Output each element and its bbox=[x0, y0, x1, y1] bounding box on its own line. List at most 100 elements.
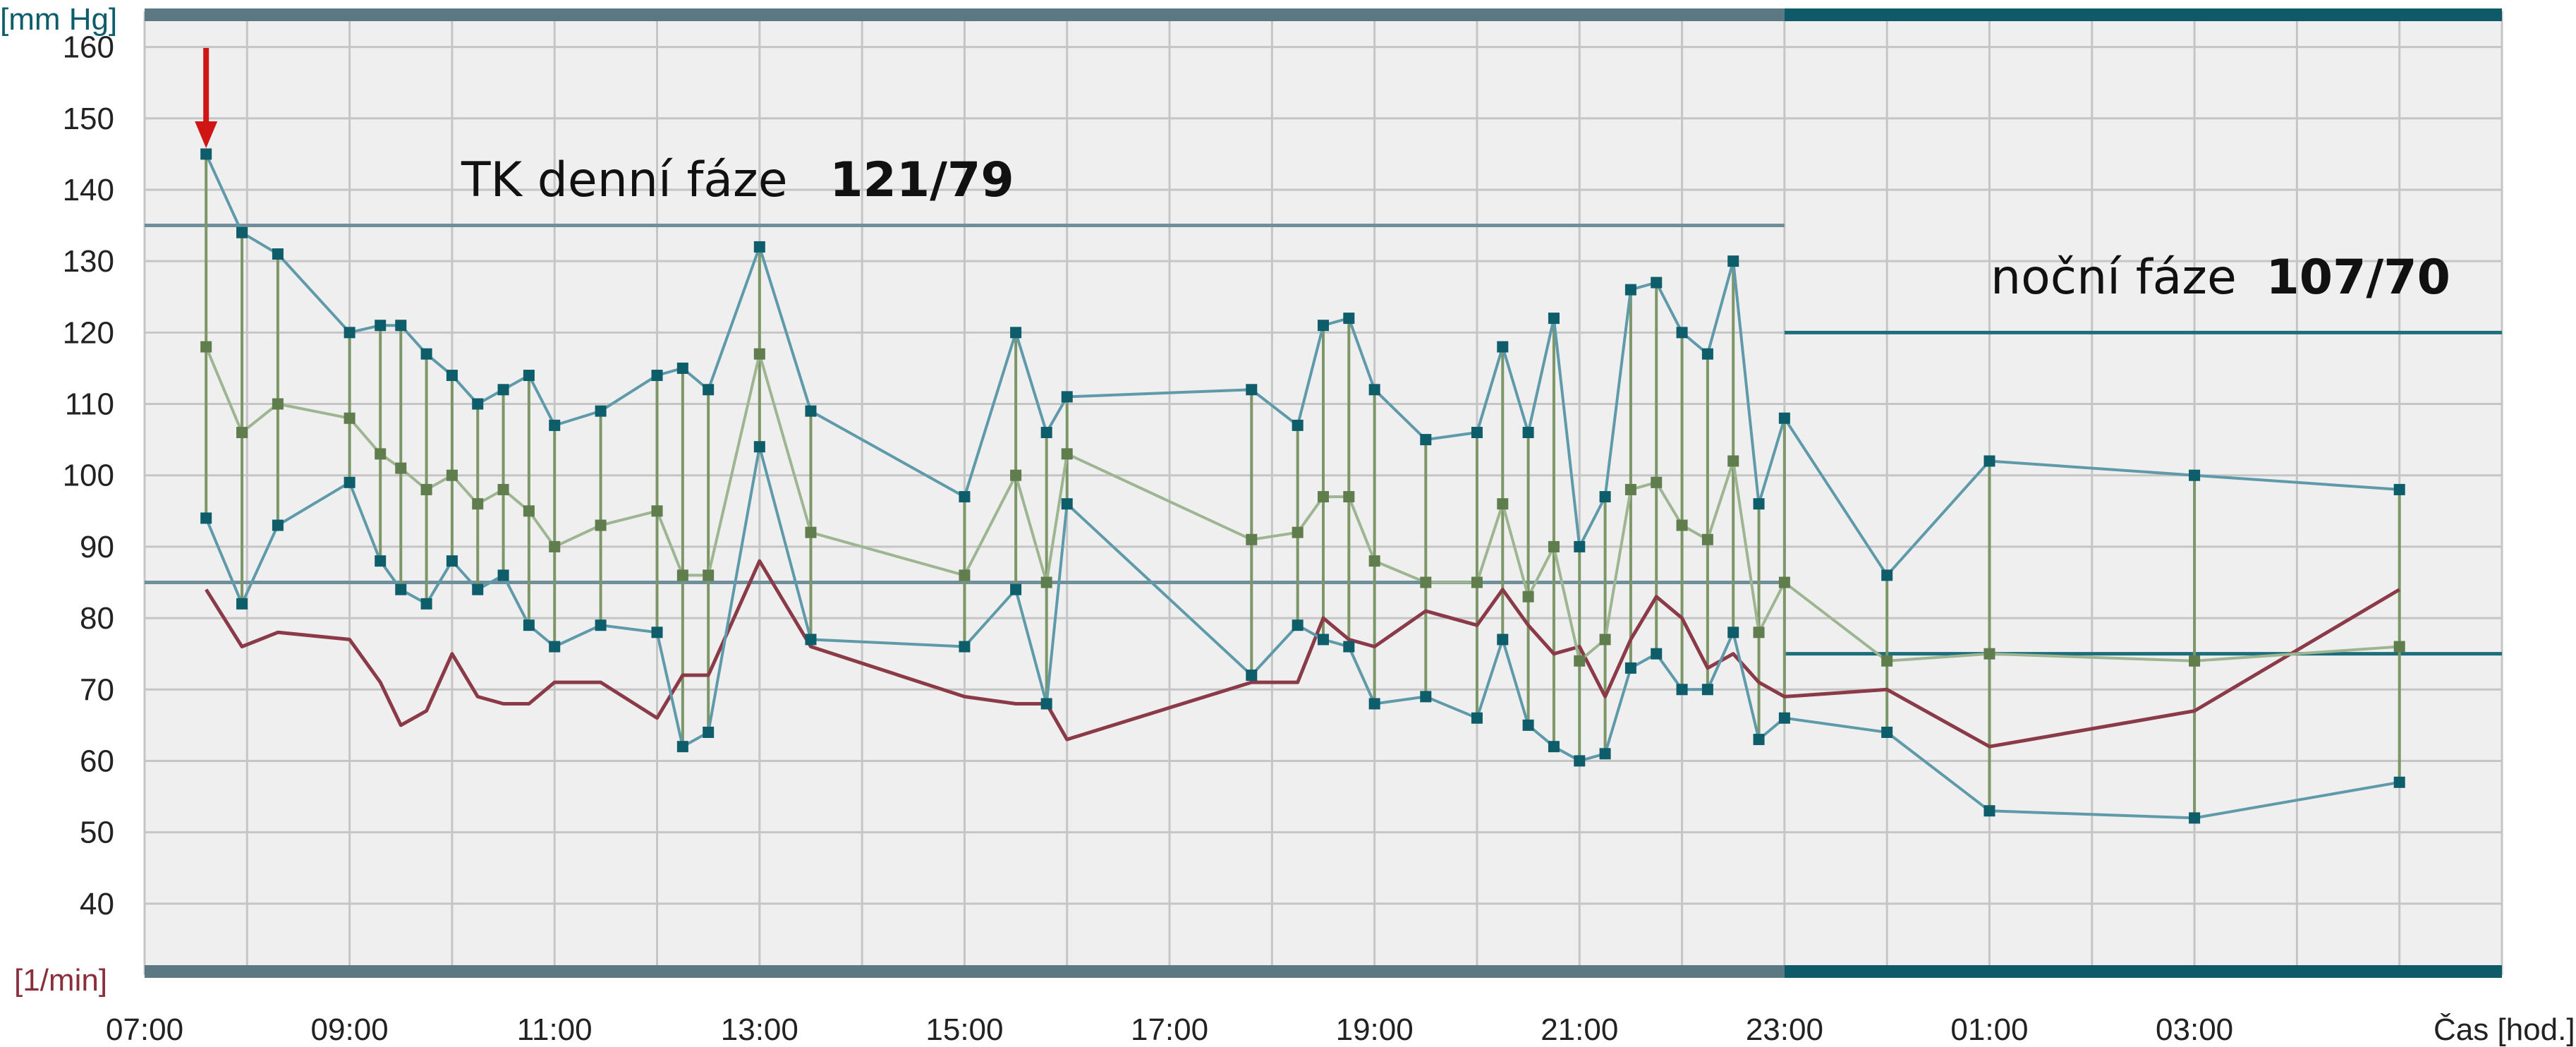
mean-pressure-point bbox=[1676, 519, 1688, 531]
mean-pressure-point bbox=[523, 505, 535, 517]
systolic-point bbox=[375, 320, 387, 332]
y-tick-label: 90 bbox=[80, 530, 114, 564]
systolic-point bbox=[703, 384, 715, 396]
diastolic-point bbox=[676, 741, 688, 753]
systolic-point bbox=[959, 491, 971, 503]
mean-pressure-point bbox=[1061, 448, 1073, 460]
systolic-point bbox=[805, 405, 817, 417]
systolic-point bbox=[446, 370, 458, 382]
mean-pressure-point bbox=[676, 569, 688, 581]
mean-pressure-point bbox=[472, 498, 484, 510]
diastolic-point bbox=[1727, 627, 1739, 639]
x-tick-label: 09:00 bbox=[311, 1012, 389, 1047]
diastolic-point bbox=[1624, 662, 1636, 674]
mean-pressure-point bbox=[1701, 533, 1713, 545]
mean-pressure-point bbox=[703, 569, 715, 581]
mean-pressure-point bbox=[753, 348, 765, 360]
systolic-point bbox=[200, 148, 212, 160]
night-phase-label: noční fáze bbox=[1991, 250, 2237, 305]
mean-pressure-point bbox=[272, 398, 284, 410]
x-tick-label: 17:00 bbox=[1131, 1012, 1208, 1047]
diastolic-point bbox=[1983, 805, 1995, 817]
diastolic-point bbox=[703, 726, 715, 738]
day-phase-label: TK denní fáze bbox=[461, 152, 788, 208]
systolic-point bbox=[1574, 540, 1586, 552]
systolic-point bbox=[1548, 313, 1560, 325]
systolic-point bbox=[1599, 491, 1611, 503]
systolic-point bbox=[1471, 426, 1483, 438]
x-tick-label: 07:00 bbox=[106, 1012, 183, 1047]
diastolic-point bbox=[1497, 634, 1509, 646]
diastolic-point bbox=[959, 641, 971, 653]
diastolic-point bbox=[753, 441, 765, 453]
start-arrow-icon bbox=[195, 48, 218, 148]
systolic-point bbox=[1522, 426, 1534, 438]
systolic-point bbox=[651, 370, 663, 382]
mean-pressure-point bbox=[1522, 591, 1534, 603]
y-tick-label: 80 bbox=[80, 601, 114, 636]
diastolic-point bbox=[2393, 776, 2405, 788]
x-tick-label: 19:00 bbox=[1336, 1012, 1414, 1047]
diastolic-point bbox=[1040, 698, 1052, 710]
mean-pressure-point bbox=[959, 569, 971, 581]
pulse-series-line bbox=[205, 559, 2400, 749]
diastolic-point bbox=[1651, 648, 1663, 660]
y-unit-label: [mm Hg] bbox=[0, 2, 117, 37]
mean-pressure-point bbox=[1881, 655, 1893, 667]
diastolic-point bbox=[1599, 748, 1611, 760]
mean-pressure-point bbox=[344, 412, 356, 424]
systolic-point bbox=[272, 248, 284, 260]
systolic-point bbox=[1061, 391, 1073, 403]
systolic-point bbox=[595, 405, 607, 417]
arrow-head bbox=[195, 121, 218, 148]
mean-pressure-point bbox=[1599, 634, 1611, 646]
diastolic-point bbox=[1010, 583, 1022, 595]
diastolic-point bbox=[236, 598, 248, 610]
svg-text:TK denní fáze 121/79: TK denní fáze 121/79 bbox=[461, 152, 1014, 208]
diastolic-point bbox=[472, 583, 484, 595]
systolic-point bbox=[1983, 455, 1995, 467]
systolic-point bbox=[420, 348, 432, 360]
systolic-point bbox=[753, 241, 765, 253]
x-tick-label: 13:00 bbox=[721, 1012, 798, 1047]
day-phase-value: 121/79 bbox=[830, 152, 1014, 208]
mean-pressure-point bbox=[1753, 627, 1765, 639]
day-phase-band-top bbox=[145, 8, 1785, 21]
systolic-point bbox=[344, 327, 356, 339]
diastolic-point bbox=[1701, 684, 1713, 696]
y-tick-label: 120 bbox=[63, 315, 114, 350]
mean-pressure-point bbox=[1778, 576, 1790, 588]
systolic-point bbox=[236, 226, 248, 238]
mean-pressure-point bbox=[200, 341, 212, 353]
series-markers bbox=[200, 148, 2405, 824]
mean-pressure-point bbox=[651, 505, 663, 517]
night-phase-annotation: noční fáze 107/70 bbox=[1991, 250, 2450, 305]
y-tick-label: 50 bbox=[80, 816, 114, 850]
mean-pressure-point bbox=[1983, 648, 1995, 660]
y2-unit-label: [1/min] bbox=[14, 963, 107, 998]
diastolic-point bbox=[1574, 755, 1586, 767]
systolic-point bbox=[1040, 426, 1052, 438]
diastolic-point bbox=[395, 583, 407, 595]
diastolic-point bbox=[1778, 712, 1790, 724]
mean-pressure-point bbox=[1368, 555, 1380, 567]
diastolic-point bbox=[1753, 734, 1765, 746]
systolic-point bbox=[1368, 384, 1380, 396]
y-tick-label: 140 bbox=[63, 173, 114, 207]
x-tick-label: 03:00 bbox=[2156, 1012, 2233, 1047]
x-tick-label: 21:00 bbox=[1541, 1012, 1618, 1047]
x-tick-label: 11:00 bbox=[517, 1012, 593, 1047]
systolic-point bbox=[1778, 412, 1790, 424]
mean-pressure-point bbox=[2393, 641, 2405, 653]
diastolic-point bbox=[1420, 691, 1432, 703]
x-axis-label: Čas [hod.] bbox=[2434, 1012, 2575, 1047]
x-tick-labels: 07:00 09:00 11:00 13:00 15:00 17:00 19:00 21:00… bbox=[106, 1012, 2233, 1047]
mean-pressure-point bbox=[236, 426, 248, 438]
y-tick-label: 70 bbox=[80, 672, 114, 707]
mean-pressure-point bbox=[805, 526, 817, 538]
mean-pressure-point bbox=[2189, 655, 2201, 667]
systolic-point bbox=[1881, 569, 1893, 581]
y-tick-label: 40 bbox=[80, 887, 114, 921]
mean-pressure-point bbox=[395, 462, 407, 474]
